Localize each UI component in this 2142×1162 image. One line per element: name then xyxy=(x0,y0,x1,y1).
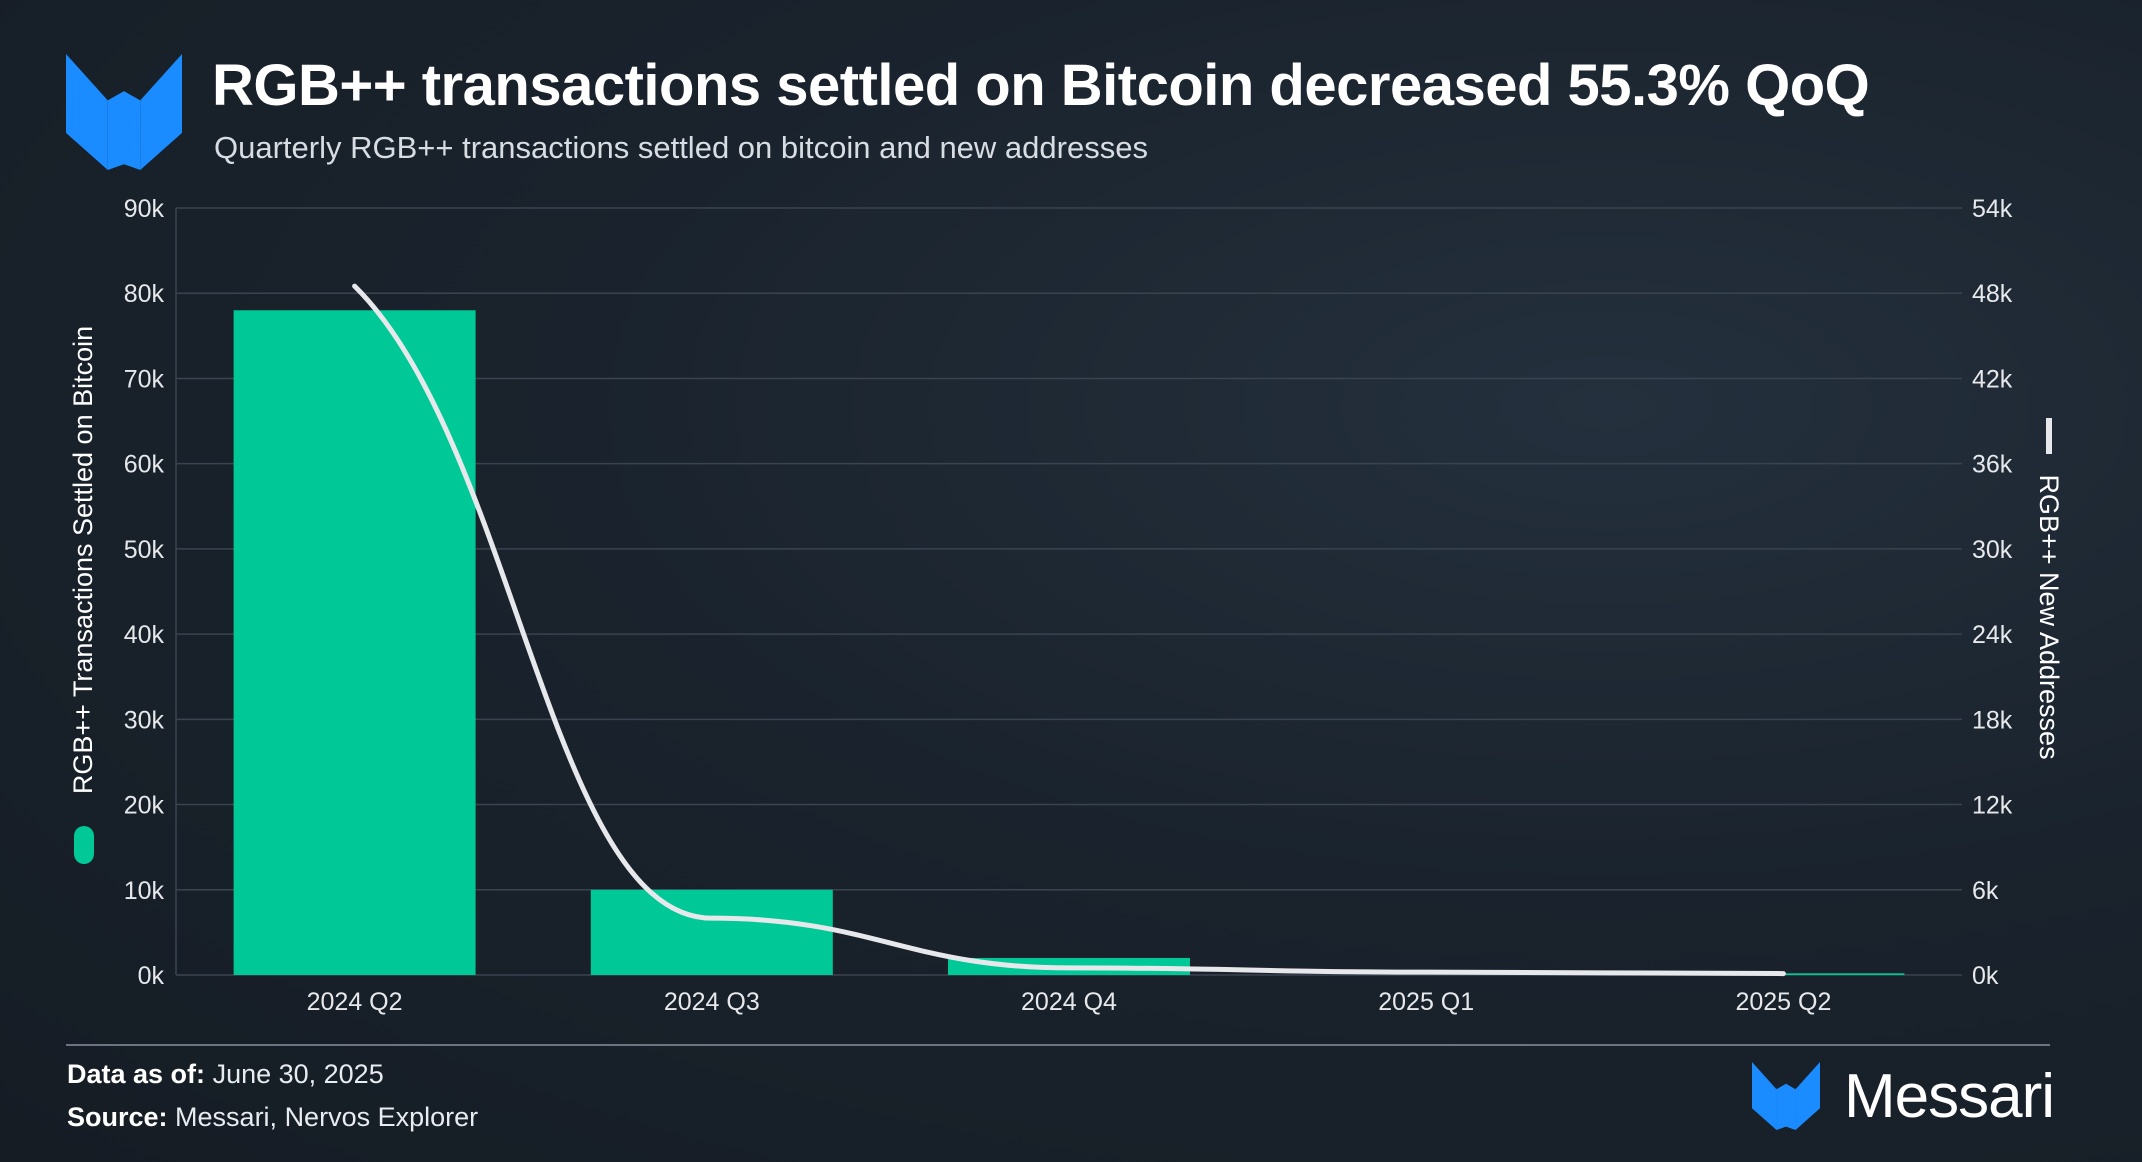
messari-logo-icon xyxy=(66,54,182,170)
x-tick-label: 2024 Q2 xyxy=(307,988,403,1016)
y-left-tick-label: 10k xyxy=(124,877,165,905)
chart-title: RGB++ transactions settled on Bitcoin de… xyxy=(212,53,1870,118)
y-right-tick-label: 12k xyxy=(1972,792,2013,820)
y-right-axis-label: RGB++ New Addresses xyxy=(2034,474,2064,759)
y-left-tick-label: 70k xyxy=(124,365,165,393)
y-left-tick-label: 50k xyxy=(124,536,165,564)
legend-swatch-bar xyxy=(74,826,94,864)
footer-divider xyxy=(66,1044,2050,1046)
data-as-of-label: Data as of: xyxy=(67,1059,206,1089)
x-tick-label: 2025 Q2 xyxy=(1735,988,1831,1016)
x-tick-label: 2024 Q3 xyxy=(664,988,760,1016)
source-value: Messari, Nervos Explorer xyxy=(175,1102,479,1132)
y-left-tick-label: 40k xyxy=(124,621,165,649)
brand-logo: Messari xyxy=(1752,1061,2055,1131)
y-right-tick-label: 48k xyxy=(1972,280,2013,308)
messari-logo-icon xyxy=(1752,1062,1820,1130)
y-right-tick-label: 18k xyxy=(1972,706,2013,734)
y-right-tick-label: 54k xyxy=(1972,195,2013,223)
series-line xyxy=(352,283,1786,977)
brand-name: Messari xyxy=(1844,1061,2055,1131)
y-left-tick-label: 0k xyxy=(138,962,165,990)
y-right-tick-label: 30k xyxy=(1972,536,2013,564)
y-right-tick-label: 0k xyxy=(1972,962,1999,990)
x-tick-label: 2025 Q1 xyxy=(1378,988,1474,1016)
data-as-of-value: June 30, 2025 xyxy=(212,1059,384,1089)
bar xyxy=(590,889,833,975)
y-left-tick-label: 60k xyxy=(124,451,165,479)
y-left-tick-label: 20k xyxy=(124,792,165,820)
y-right-tick-label: 42k xyxy=(1972,365,2013,393)
bar xyxy=(233,310,476,975)
source-line: Source: Messari, Nervos Explorer xyxy=(67,1102,478,1133)
data-as-of: Data as of: June 30, 2025 xyxy=(67,1059,384,1090)
y-left-tick-label: 90k xyxy=(124,195,165,223)
legend-swatch-line xyxy=(2046,418,2052,454)
y-left-tick-label: 80k xyxy=(124,280,165,308)
y-right-tick-label: 36k xyxy=(1972,451,2013,479)
chart-subtitle: Quarterly RGB++ transactions settled on … xyxy=(214,130,1148,165)
x-tick-label: 2024 Q4 xyxy=(1021,988,1117,1016)
y-right-tick-label: 24k xyxy=(1972,621,2013,649)
y-left-tick-label: 30k xyxy=(124,706,165,734)
source-label: Source: xyxy=(67,1102,168,1132)
y-left-axis-label: RGB++ Transactions Settled on Bitcoin xyxy=(68,326,98,794)
y-right-tick-label: 6k xyxy=(1972,877,1999,905)
